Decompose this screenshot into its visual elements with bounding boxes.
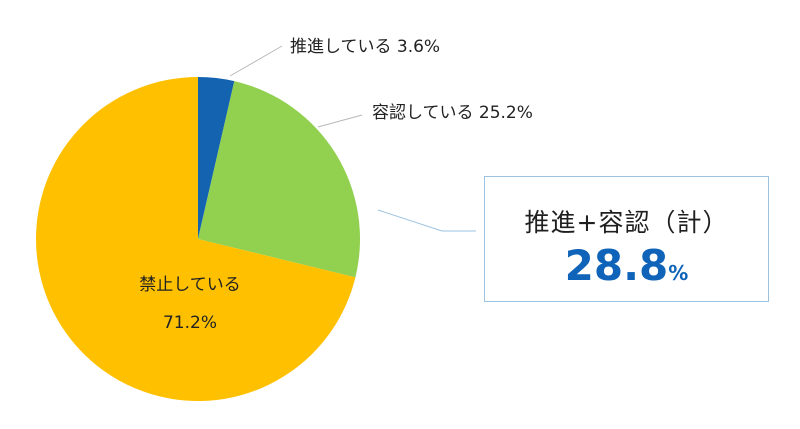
- callout-number: 28.8: [564, 241, 669, 290]
- slice-value-label-3: 71.2%: [163, 313, 217, 333]
- slice-label-1: 推進している 3.6%: [290, 37, 440, 57]
- pie-slice-2: [198, 81, 360, 278]
- pie-slice-3: [36, 77, 356, 401]
- callout-value: 28.8%: [485, 241, 768, 290]
- callout-title: 推進+容認（計）: [524, 208, 729, 237]
- leader-line-1: [229, 45, 283, 77]
- slice-label-3: 禁止している: [139, 275, 241, 295]
- callout-connector: [377, 209, 476, 232]
- slice-label-2: 容認している 25.2%: [372, 103, 533, 123]
- pie-slices: [36, 77, 360, 401]
- pie-slice-1: [198, 77, 235, 239]
- callout-box: 推進+容認（計） 28.8%: [484, 176, 769, 302]
- leader-line-2: [317, 114, 363, 128]
- leader-lines: [229, 45, 476, 232]
- slice-labels: 推進している 3.6% 容認している 25.2% 禁止している 71.2%: [139, 37, 533, 333]
- callout-unit: %: [668, 261, 689, 285]
